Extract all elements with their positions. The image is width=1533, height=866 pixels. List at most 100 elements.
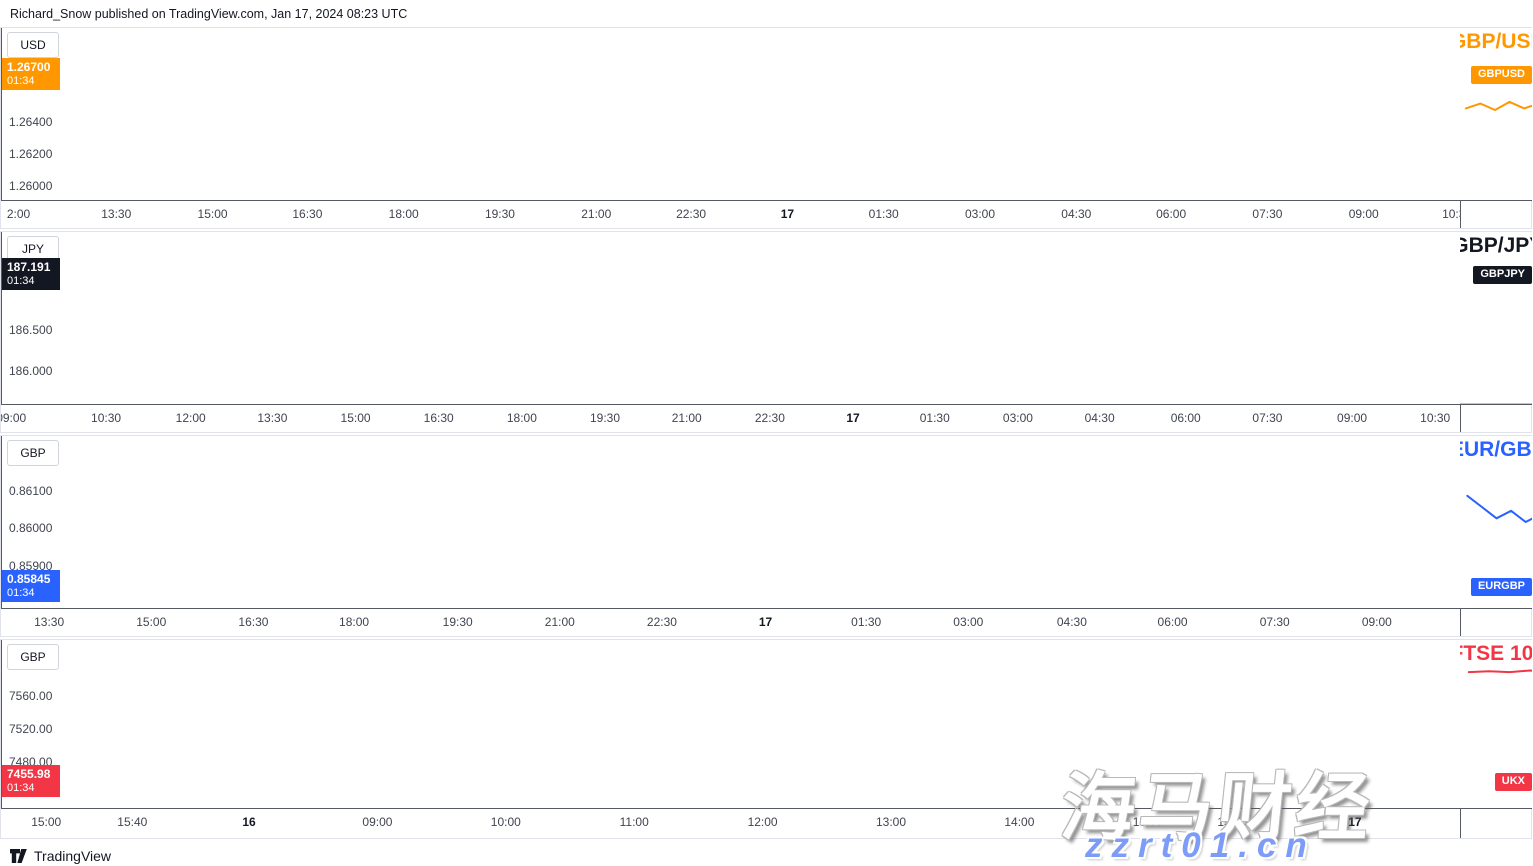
time-axis-label: 13:30 [101, 207, 132, 221]
last-price-value: 187.191 [7, 259, 51, 274]
time-axis-label: 15:00 [197, 207, 228, 221]
time-axis-label: 16:30 [423, 411, 454, 425]
time-axis-label: 07:30 [1252, 411, 1283, 425]
bar-countdown: 01:34 [7, 74, 35, 87]
time-axis-label: 14:00 [1004, 815, 1035, 829]
time-axis-label: 09:00 [1337, 411, 1368, 425]
time-axis-EURGBP[interactable]: 13:30 15:00 16:30 18:00 19:30 21:00 22:30 17 01:… [1, 608, 1460, 636]
time-axis-label: 01:30 [868, 207, 899, 221]
y-axis-label: 7520.00 [9, 721, 53, 736]
time-axis-label: 15:00 [136, 615, 167, 629]
time-axis-label: 10:00 [490, 815, 521, 829]
time-axis-label: 21:00 [581, 207, 612, 221]
plot-area-UKX[interactable]: FTSE 100 UKX [1460, 640, 1532, 808]
time-axis-label: 13:30 [34, 615, 65, 629]
plot-area-GBPJPY[interactable]: GBP/JPY GBPJPY [1460, 232, 1532, 404]
ticker-label-GBPUSD: GBPUSD [1470, 65, 1532, 84]
currency-unit-badge[interactable]: GBP [7, 644, 59, 670]
time-axis-label: 18:00 [388, 207, 419, 221]
tradingview-brand-text[interactable]: TradingView [34, 848, 112, 864]
time-axis-label: 09:00 [362, 815, 393, 829]
y-axis-label: 0.86000 [9, 521, 53, 536]
time-axis-day-label: 16 [242, 815, 256, 829]
y-axis-label: 186.500 [9, 323, 53, 338]
axis-corner [1460, 608, 1532, 636]
ticker-label-UKX: UKX [1494, 773, 1532, 792]
y-axis-label: 0.85900 [9, 558, 53, 573]
bar-countdown: 01:34 [7, 274, 35, 287]
currency-unit-badge[interactable]: GBP [7, 440, 59, 466]
time-axis-label: 15:40 [1217, 815, 1248, 829]
time-axis-label: 12:00 [747, 815, 778, 829]
chart-panel-GBPJPY: GBP/JPYGBPJPYJPY186.500186.000187.19101:… [0, 231, 1532, 433]
y-axis-label: 7480.00 [9, 754, 53, 769]
time-axis-label: 16:30 [292, 207, 323, 221]
y-axis-label: 186.000 [9, 364, 53, 379]
time-axis-UKX[interactable]: 15:00 15:40 16 09:00 10:00 11:00 12:00 13:00 14:… [1, 808, 1460, 838]
ticker-label-GBPJPY: GBPJPY [1473, 265, 1532, 284]
time-axis-label: 07:30 [1252, 207, 1283, 221]
ticker-label-EURGBP: EURGBP [1470, 578, 1532, 597]
time-axis-label: 07:30 [1259, 615, 1290, 629]
time-axis-day-label: 17 [780, 207, 795, 221]
time-axis-label: 03:00 [1002, 411, 1033, 425]
y-axis-label: 7560.00 [9, 688, 53, 703]
plot-area-GBPUSD[interactable]: GBP/USD GBPUSD [1460, 28, 1532, 200]
last-price-value: 7455.98 [7, 767, 51, 782]
time-axis-label: 09:00 [1361, 615, 1392, 629]
y-axis-label: 1.26000 [9, 179, 53, 194]
y-axis-label: 0.86100 [9, 484, 53, 499]
time-axis-label: 10:30 [1420, 411, 1451, 425]
price-scale-UKX[interactable]: GBP 7560.00 7520.00 7480.00 7455.98 01:34 [1, 640, 1460, 808]
chart-panel-GBPUSD: GBP/USD GBPUSD USD 1.26400 1.26200 1.26000 1.2… [0, 27, 1532, 229]
tradingview-logo[interactable] [9, 848, 28, 865]
price-scale-EURGBP[interactable]: GBP 0.86100 0.86000 0.85900 0.85845 01:34 [1, 436, 1460, 608]
page-footer: TradingView [0, 841, 1533, 866]
time-axis-GBPJPY[interactable]: 09:00 10:30 12:00 13:30 15:00 16:30 18:00 19:30… [1, 404, 1460, 432]
time-axis-GBPUSD[interactable]: 2:00 13:30 15:00 16:30 18:00 19:30 21:00 22:30 1… [1, 200, 1460, 228]
chart-panel-EURGBP: EUR/GBP EURGBP GBP 0.86100 0.86000 0.859000.8… [0, 435, 1532, 637]
y-axis-label: 1.26200 [9, 146, 53, 161]
last-price-value: 0.85845 [7, 572, 51, 587]
time-axis-label: 19:30 [442, 615, 473, 629]
y-axis-label: 1.26400 [9, 114, 53, 129]
time-axis-label: 09:00 [1, 411, 27, 425]
time-axis-label: 06:00 [1157, 615, 1188, 629]
time-axis-label: 01:30 [851, 615, 882, 629]
last-price-badge-GBPJPY: 187.191 01:34 [2, 257, 60, 290]
time-axis-label: 19:30 [484, 207, 515, 221]
bar-countdown: 01:34 [7, 782, 35, 795]
price-line-GBPUSD [1464, 100, 1532, 111]
time-axis-label: 22:30 [676, 207, 707, 221]
time-axis-label: 03:00 [953, 615, 984, 629]
chart-title: GBP/USD [1460, 30, 1532, 53]
currency-unit-badge[interactable]: USD [7, 32, 59, 58]
last-price-badge-EURGBP: 0.85845 01:34 [2, 570, 60, 603]
time-axis-label: 21:00 [544, 615, 575, 629]
time-axis-label: 09:00 [1348, 207, 1379, 221]
time-axis-label: 18:00 [339, 615, 370, 629]
time-axis-label: 11:00 [619, 815, 649, 829]
time-axis-label: 06:00 [1170, 411, 1201, 425]
time-axis-label: 04:30 [1084, 411, 1115, 425]
last-price-badge-UKX: 7455.98 01:34 [2, 765, 60, 798]
time-axis-label: 04:30 [1056, 615, 1087, 629]
axis-corner [1460, 200, 1532, 228]
plot-area-EURGBP[interactable]: EUR/GBP EURGBP [1460, 436, 1532, 608]
time-axis-day-label: 17 [758, 615, 773, 629]
chart-title: GBP/JPY [1460, 234, 1532, 257]
time-axis-label: 12:00 [175, 411, 206, 425]
time-axis-day-label: 17 [846, 411, 860, 425]
price-line-GBPJPY [1460, 403, 1532, 404]
time-axis-label: 15:00 [340, 411, 371, 425]
axis-corner [1460, 808, 1532, 838]
axis-corner [1460, 404, 1532, 432]
time-axis-label: 13:30 [257, 411, 288, 425]
time-axis-label: 22:30 [646, 615, 677, 629]
price-scale-GBPJPY[interactable]: JPY 186.500 186.000 187.191 01:34 [1, 232, 1460, 404]
price-scale-GBPUSD[interactable]: USD 1.26400 1.26200 1.26000 1.26700 01:34 [1, 28, 1460, 200]
time-axis-label: 18:00 [506, 411, 537, 425]
time-axis-label: 01:30 [919, 411, 950, 425]
chart-panel-UKX: FTSE 100 UKX GBP 7560.00 7520.00 7480.007455.… [0, 639, 1532, 839]
